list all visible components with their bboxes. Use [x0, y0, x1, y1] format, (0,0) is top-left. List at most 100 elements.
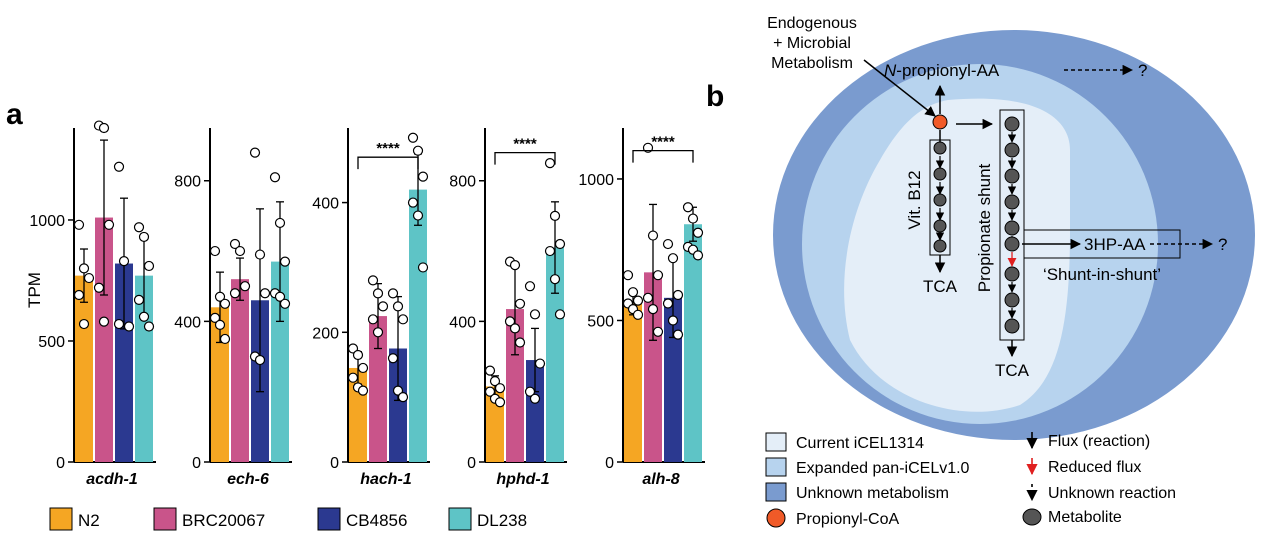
- point-hach-1-DL238-5: [417, 262, 429, 273]
- point-ech-6-CB4856-0: [249, 147, 261, 158]
- legend-swatch-expanded: [765, 457, 787, 477]
- panel-hach-1: 0 200 400 hach-1 ****: [312, 128, 430, 488]
- point-hphd-1-BRC20067-1: [509, 260, 521, 271]
- point-ech-6-DL238-5: [279, 298, 291, 309]
- point-alh-8-CB4856-1: [667, 253, 679, 264]
- input-label-line3: Metabolism: [771, 55, 853, 72]
- point-acdh-1-N2-3: [73, 289, 85, 301]
- point-alh-8-BRC20067-1: [647, 230, 659, 241]
- point-ech-6-N2-2: [219, 298, 231, 309]
- b12-metabolite-2: [933, 167, 947, 181]
- y-tick-label-hphd-1-2: 800: [449, 174, 476, 191]
- point-alh-8-CB4856-3: [662, 298, 674, 309]
- n-propionyl-suffix: -propionyl-AA: [896, 61, 1000, 80]
- point-alh-8-BRC20067-2: [652, 270, 664, 281]
- point-hach-1-CB4856-3: [387, 353, 399, 364]
- point-alh-8-CB4856-4: [667, 315, 679, 326]
- point-ech-6-BRC20067-3: [229, 288, 241, 299]
- point-ech-6-N2-3: [209, 312, 221, 323]
- panel-b-letter: b: [706, 80, 724, 113]
- point-acdh-1-DL238-5: [143, 321, 155, 332]
- point-acdh-1-DL238-3: [133, 294, 145, 305]
- significance-bracket-hphd-1: [494, 151, 556, 165]
- b12-metabolite-5: [933, 239, 947, 253]
- legend-swatch-unknown: [765, 482, 787, 502]
- point-acdh-1-CB4856-2: [123, 321, 135, 332]
- point-alh-8-DL238-1: [687, 213, 699, 224]
- metabolite-icon: [1022, 508, 1042, 526]
- legend-propionyl-label: Propionyl-CoA: [796, 511, 899, 528]
- y-tick-label-acdh-1-1: 500: [38, 334, 65, 351]
- point-ech-6-DL238-1: [274, 217, 286, 229]
- bar-alh-8-N2: [624, 303, 642, 462]
- input-label-line2: + Microbial: [773, 35, 851, 52]
- series-legend: N2 BRC20067 CB4856 DL238: [49, 507, 527, 531]
- significance-label-alh-8: ****: [651, 134, 675, 151]
- point-alh-8-N2-5: [632, 309, 644, 320]
- point-hach-1-DL238-0: [407, 132, 419, 143]
- legend-propionyl-icon: [766, 508, 786, 528]
- point-hach-1-DL238-1: [412, 145, 424, 156]
- b12-metabolite-4: [933, 219, 947, 233]
- y-tick-label-hach-1-1: 200: [312, 325, 339, 342]
- point-hphd-1-BRC20067-3: [504, 316, 516, 327]
- point-hphd-1-N2-3: [484, 386, 496, 397]
- point-acdh-1-DL238-1: [138, 231, 150, 243]
- point-hphd-1-DL238-0: [544, 158, 556, 169]
- shunt-metabolite-6: [1004, 236, 1020, 252]
- point-acdh-1-BRC20067-1: [98, 122, 110, 134]
- bar-hach-1-CB4856: [389, 348, 407, 462]
- point-acdh-1-N2-0: [73, 219, 85, 230]
- panel-acdh-1: 0 500 1000 acdh-1: [29, 120, 156, 488]
- legend-label-dl238: DL238: [477, 511, 527, 530]
- panel-ech-6: 0 400 800 ech-6: [174, 128, 292, 488]
- point-hach-1-CB4856-5: [397, 392, 409, 403]
- point-hach-1-DL238-4: [412, 210, 424, 221]
- question-mark-1: ?: [1138, 61, 1147, 80]
- y-tick-label-alh-8-1: 500: [587, 313, 614, 330]
- legend-swatch-current: [765, 432, 787, 452]
- point-alh-8-BRC20067-4: [647, 304, 659, 315]
- point-acdh-1-CB4856-1: [118, 256, 130, 267]
- n-propionyl-prefix: N: [884, 61, 897, 80]
- point-ech-6-N2-4: [214, 319, 226, 330]
- point-ech-6-N2-0: [209, 245, 221, 257]
- y-tick-label-acdh-1-2: 1000: [29, 213, 65, 230]
- point-hach-1-N2-2: [357, 362, 369, 374]
- legend-expanded-label: Expanded pan-iCELv1.0: [796, 460, 970, 477]
- point-alh-8-DL238-5: [692, 250, 704, 261]
- legend-swatch-dl238: [448, 507, 472, 531]
- point-alh-8-DL238-2: [692, 227, 704, 238]
- point-hach-1-CB4856-0: [387, 288, 399, 299]
- b12-metabolite-1: [933, 141, 947, 155]
- legend-unknown-label: Unknown metabolism: [796, 485, 949, 502]
- diagram-legend: Current iCEL1314 Expanded pan-iCELv1.0 U…: [765, 432, 1176, 528]
- propionyl-coa-node: [932, 114, 948, 130]
- y-tick-label-ech-6-0: 0: [192, 455, 201, 472]
- y-tick-label-hphd-1-1: 400: [449, 314, 476, 331]
- point-acdh-1-DL238-0: [133, 222, 145, 233]
- point-hphd-1-CB4856-1: [529, 309, 541, 320]
- bar-hphd-1-DL238: [546, 247, 564, 462]
- bar-ech-6-DL238: [271, 261, 289, 462]
- point-acdh-1-N2-4: [78, 318, 90, 330]
- tca-left-label: TCA: [923, 277, 958, 296]
- propionate-shunt-label: Propionate shunt: [975, 163, 994, 292]
- point-hach-1-BRC20067-2: [377, 301, 389, 312]
- point-acdh-1-BRC20067-4: [98, 316, 110, 327]
- legend-metabolite-label: Metabolite: [1048, 509, 1122, 526]
- b12-metabolite-3: [933, 193, 947, 207]
- bar-hach-1-BRC20067: [369, 316, 387, 462]
- significance-label-hach-1: ****: [376, 140, 400, 157]
- point-ech-6-CB4856-1: [254, 249, 266, 260]
- panel-a-letter: a: [6, 98, 23, 131]
- point-hphd-1-DL238-4: [549, 274, 561, 285]
- point-hphd-1-CB4856-3: [524, 386, 536, 397]
- point-alh-8-N2-2: [632, 295, 644, 306]
- bar-acdh-1-BRC20067: [95, 217, 113, 462]
- y-tick-label-hach-1-0: 0: [330, 455, 339, 472]
- point-acdh-1-N2-1: [78, 263, 90, 274]
- point-acdh-1-BRC20067-3: [93, 282, 105, 293]
- point-ech-6-BRC20067-1: [234, 245, 246, 257]
